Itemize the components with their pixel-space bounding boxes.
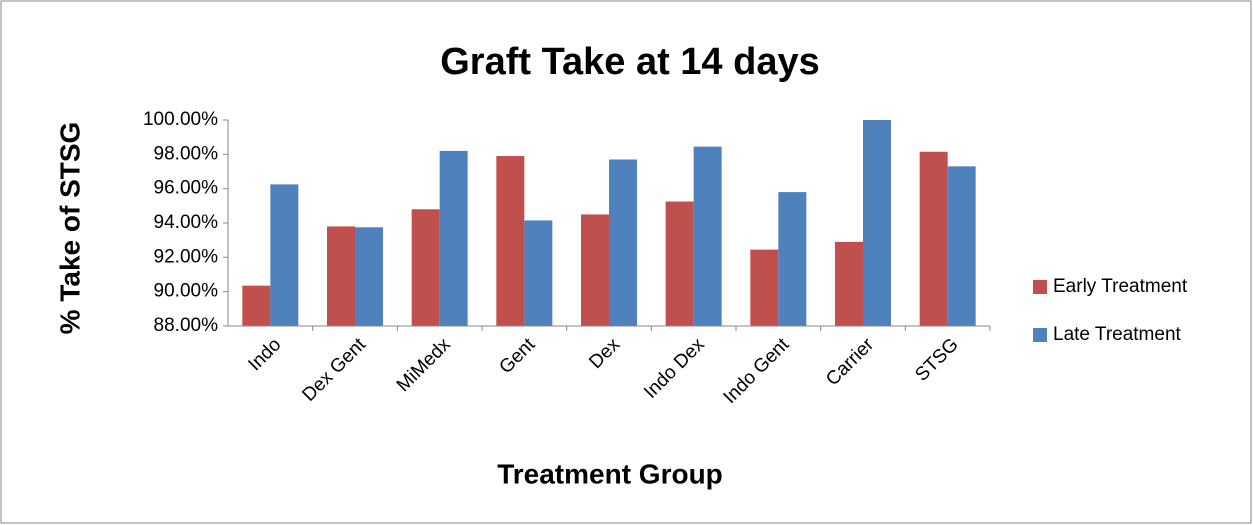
bar: [665, 201, 694, 326]
bar: [919, 151, 948, 326]
bar: [778, 192, 807, 326]
bar: [581, 214, 609, 326]
bar: [496, 156, 525, 326]
bar: [863, 120, 891, 326]
y-tick-label: 98.00%: [154, 143, 219, 164]
x-axis-title: Treatment Group: [497, 458, 723, 489]
bar: [750, 249, 779, 326]
chart-title: Graft Take at 14 days: [440, 41, 819, 83]
y-tick-label: 96.00%: [154, 178, 219, 199]
y-tick-label: 94.00%: [154, 212, 219, 233]
legend-swatch: [1033, 280, 1047, 294]
bar: [439, 150, 468, 326]
bar: [693, 146, 722, 326]
y-axis-title: % Take of STSG: [54, 122, 85, 335]
bar: [242, 285, 271, 326]
bar: [609, 159, 637, 326]
legend-label: Late Treatment: [1053, 324, 1182, 345]
legend-label: Early Treatment: [1053, 276, 1188, 297]
bar: [355, 227, 383, 326]
bar: [835, 241, 863, 326]
bar: [270, 184, 299, 326]
y-tick-label: 100.00%: [143, 109, 218, 130]
y-tick-label: 88.00%: [154, 315, 219, 336]
bar: [411, 209, 440, 326]
y-tick-label: 92.00%: [154, 246, 219, 267]
y-tick-label: 90.00%: [154, 281, 219, 302]
bar: [947, 166, 976, 326]
legend-swatch: [1033, 328, 1047, 342]
bar: [327, 226, 355, 326]
bar: [524, 220, 553, 326]
